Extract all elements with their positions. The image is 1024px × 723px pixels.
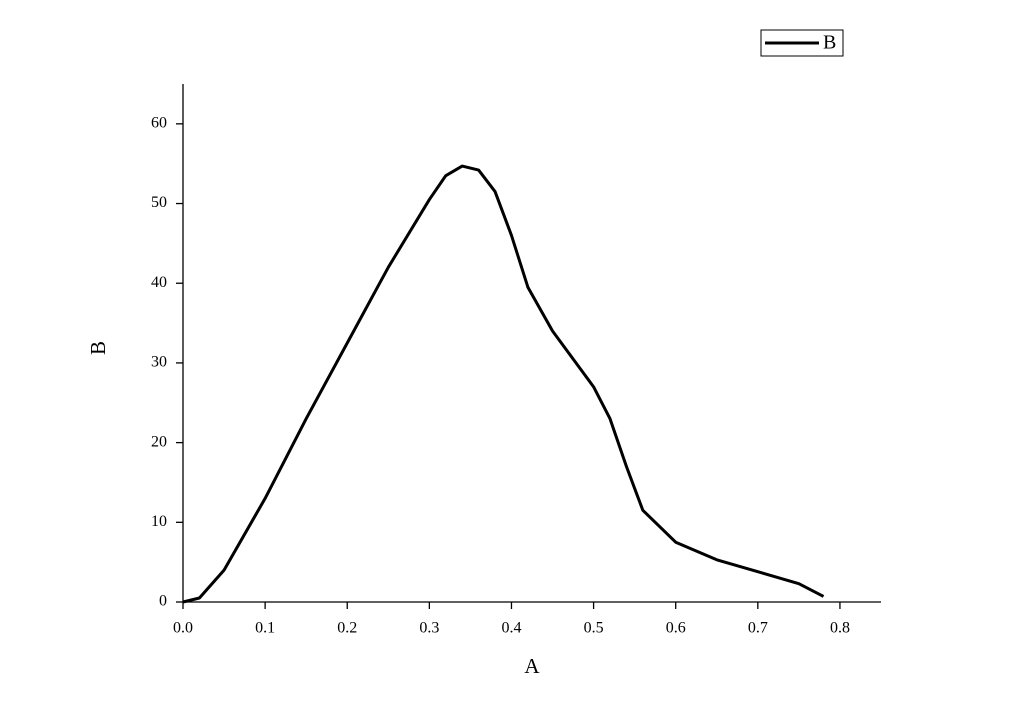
y-tick-label: 60 [151,115,167,132]
x-tick-label: 0.4 [501,620,521,637]
y-axis-title: B [86,341,110,355]
y-tick-label: 40 [151,274,167,291]
y-tick-label: 20 [151,433,167,450]
x-tick-label: 0.1 [255,620,275,637]
y-tick-label: 50 [151,194,167,211]
y-tick-label: 10 [151,513,167,530]
y-tick-label: 0 [159,593,167,610]
x-tick-label: 0.7 [748,620,768,637]
x-tick-label: 0.5 [584,620,604,637]
x-axis-title: A [524,654,540,678]
line [182,164,825,604]
legend-label: B [823,32,836,54]
x-tick-label: 0.2 [337,620,357,637]
x-tick-label: 0.6 [666,620,686,637]
x-tick-label: 0.8 [830,620,850,637]
x-tick-label: 0.0 [173,620,193,637]
y-tick-label: 30 [151,354,167,371]
x-tick-label: 0.3 [419,620,439,637]
